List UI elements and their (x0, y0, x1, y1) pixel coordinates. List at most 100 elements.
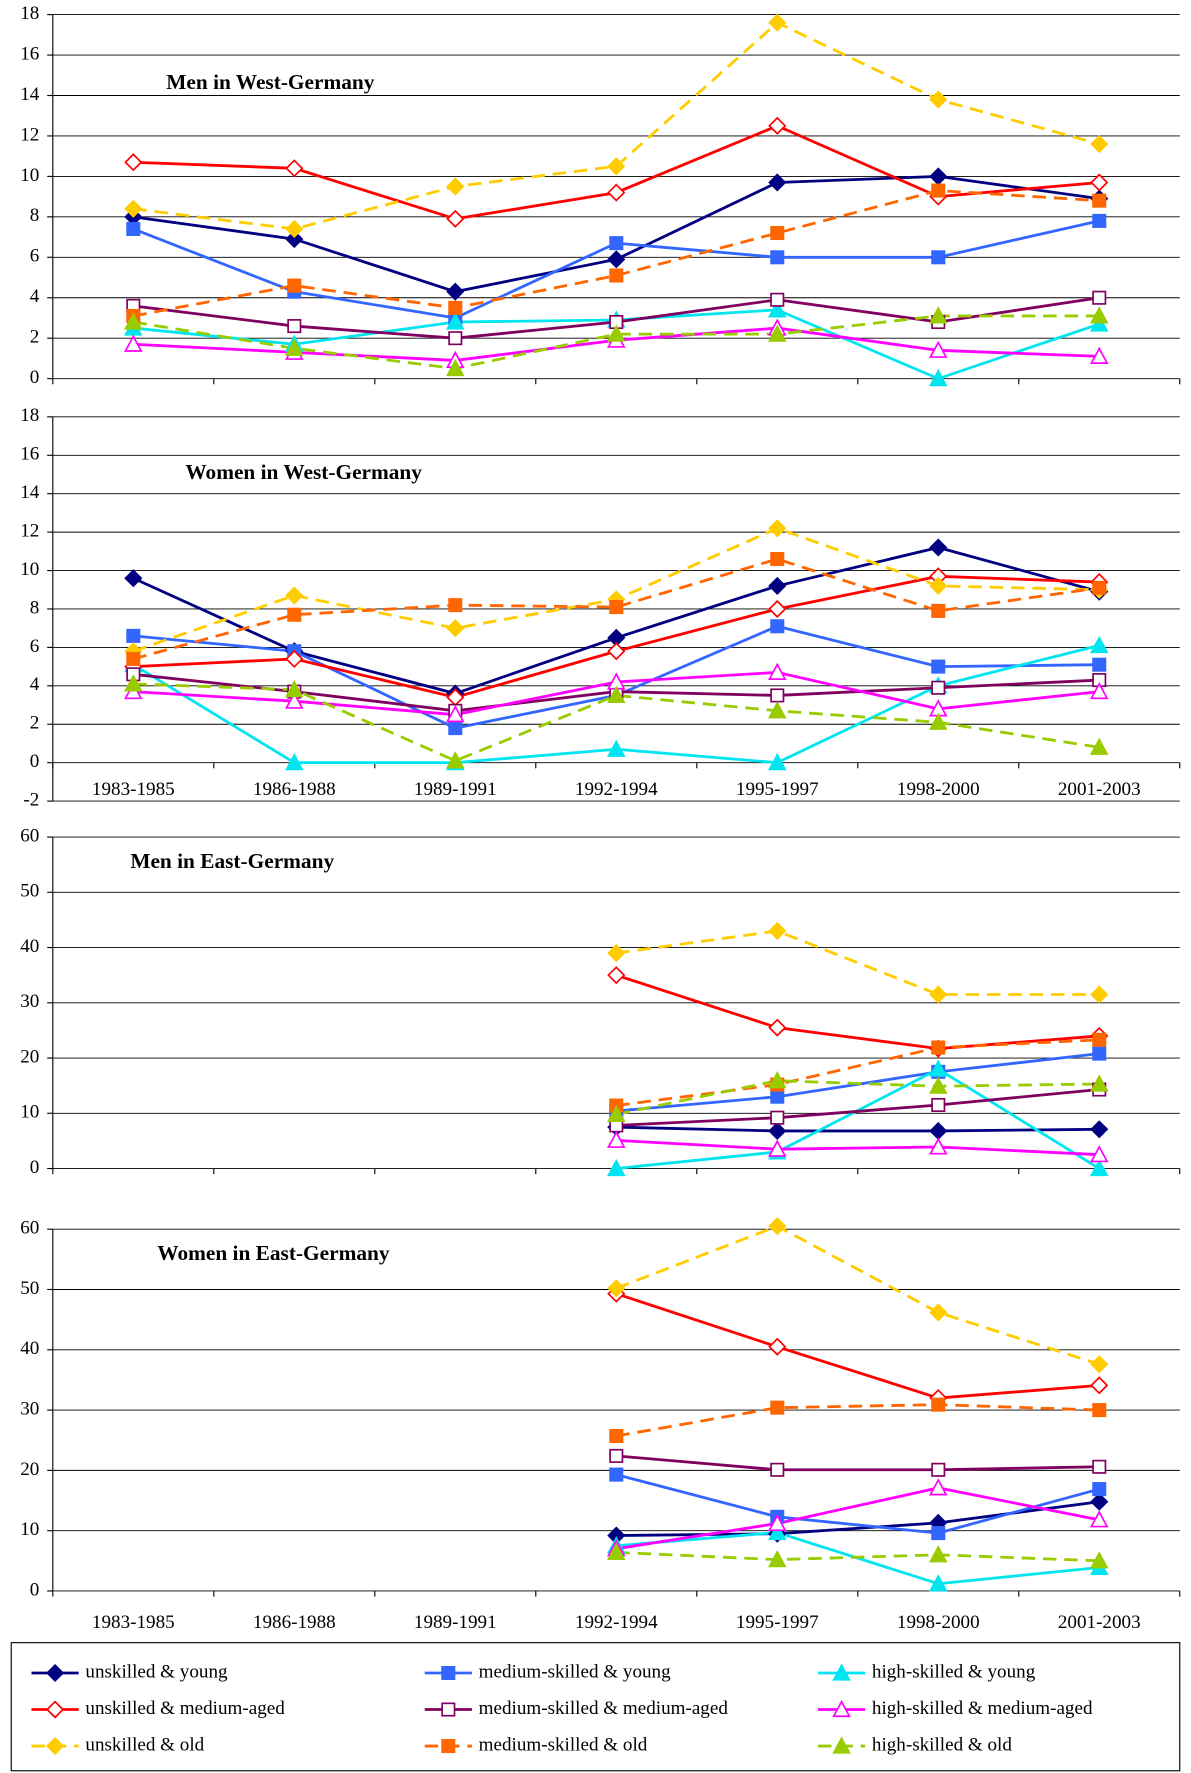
chart-title: Men in East-Germany (130, 849, 334, 873)
marker (768, 116, 787, 135)
marker (285, 338, 304, 356)
marker (1089, 1074, 1109, 1092)
marker (1090, 1492, 1109, 1511)
legend-label: high-skilled & old (872, 1734, 1012, 1755)
x-tick-label: 1986-1988 (253, 1612, 336, 1633)
legend-box (10, 1642, 1181, 1772)
marker (928, 369, 948, 387)
marker (832, 1663, 851, 1681)
marker (1090, 985, 1109, 1004)
y-tick-label: 30 (20, 1398, 39, 1419)
x-tick-label: 1998-2000 (897, 1612, 980, 1633)
x-tick-label: 1995-1997 (736, 779, 819, 800)
marker (1092, 1046, 1107, 1061)
marker (768, 1071, 787, 1089)
marker (124, 199, 143, 218)
marker (446, 358, 465, 377)
marker (285, 219, 304, 239)
marker (448, 598, 463, 613)
marker (1092, 1459, 1107, 1474)
series-line (615, 1473, 1100, 1535)
marker (768, 753, 787, 771)
y-tick-label: 0 (30, 751, 40, 772)
marker (124, 569, 143, 588)
series-line (616, 1138, 1100, 1157)
legend-label: unskilled & young (85, 1661, 228, 1682)
marker (1089, 1551, 1109, 1569)
series-line (616, 1403, 1100, 1438)
marker (1092, 290, 1107, 305)
marker (928, 712, 948, 730)
marker (126, 221, 141, 237)
marker (1089, 635, 1109, 654)
marker (609, 1428, 624, 1444)
marker (1092, 193, 1107, 208)
marker (929, 576, 948, 595)
marker (931, 1040, 946, 1055)
y-tick-label: 16 (20, 43, 39, 64)
y-tick-label: 2 (30, 713, 40, 734)
marker (931, 250, 946, 265)
y-tick-label: 16 (20, 444, 39, 465)
marker (448, 721, 463, 736)
y-tick-label: 6 (30, 636, 40, 657)
marker (768, 576, 787, 595)
marker (928, 340, 948, 358)
marker (124, 334, 143, 352)
marker (928, 1478, 948, 1496)
y-tick-label: -2 (23, 789, 39, 810)
marker (770, 1089, 785, 1104)
marker (448, 331, 463, 346)
marker (446, 177, 465, 196)
marker (931, 603, 946, 618)
marker (768, 1549, 787, 1568)
marker (124, 674, 143, 692)
marker (1089, 346, 1109, 364)
y-tick-label: 6 (30, 246, 40, 267)
marker (446, 705, 465, 723)
y-tick-label: 40 (20, 936, 39, 957)
marker (1089, 681, 1109, 700)
legend-label: medium-skilled & old (479, 1734, 648, 1755)
marker (768, 519, 787, 538)
y-tick-label: 10 (20, 1519, 39, 1540)
y-tick-label: 60 (20, 825, 39, 846)
marker (607, 944, 626, 963)
chart-title: Women in West-Germany (185, 460, 422, 484)
y-tick-label: 10 (20, 1102, 39, 1123)
marker (1089, 1510, 1109, 1528)
marker (770, 1110, 785, 1125)
y-tick-label: 12 (20, 124, 39, 145)
marker (607, 324, 626, 342)
marker (931, 659, 946, 674)
y-tick-label: 14 (20, 482, 40, 503)
x-tick-label: 1986-1988 (253, 779, 336, 800)
marker (446, 619, 465, 638)
marker (768, 1139, 787, 1157)
marker (287, 278, 302, 293)
series-line (616, 1454, 1100, 1472)
marker (607, 183, 626, 202)
y-tick-label: 4 (30, 286, 40, 307)
legend-label: medium-skilled & young (479, 1661, 671, 1682)
marker (285, 159, 304, 178)
marker (768, 324, 787, 342)
x-tick-label: 2001-2003 (1058, 1612, 1141, 1633)
y-tick-label: 4 (30, 674, 40, 695)
x-tick-label: 1998-2000 (897, 779, 980, 800)
marker (931, 183, 946, 198)
marker (607, 642, 626, 661)
x-tick-label: 1989-1991 (414, 779, 497, 800)
marker (928, 1059, 948, 1077)
marker (607, 1542, 626, 1560)
marker (1089, 1158, 1109, 1177)
x-tick-label: 1989-1991 (414, 1612, 497, 1633)
marker (832, 1736, 851, 1754)
marker (770, 250, 785, 265)
chart-title: Men in West-Germany (166, 70, 374, 94)
marker (446, 282, 465, 301)
marker (768, 1337, 787, 1356)
marker (770, 1400, 785, 1415)
marker (607, 1279, 626, 1298)
series-line (616, 1550, 1100, 1563)
